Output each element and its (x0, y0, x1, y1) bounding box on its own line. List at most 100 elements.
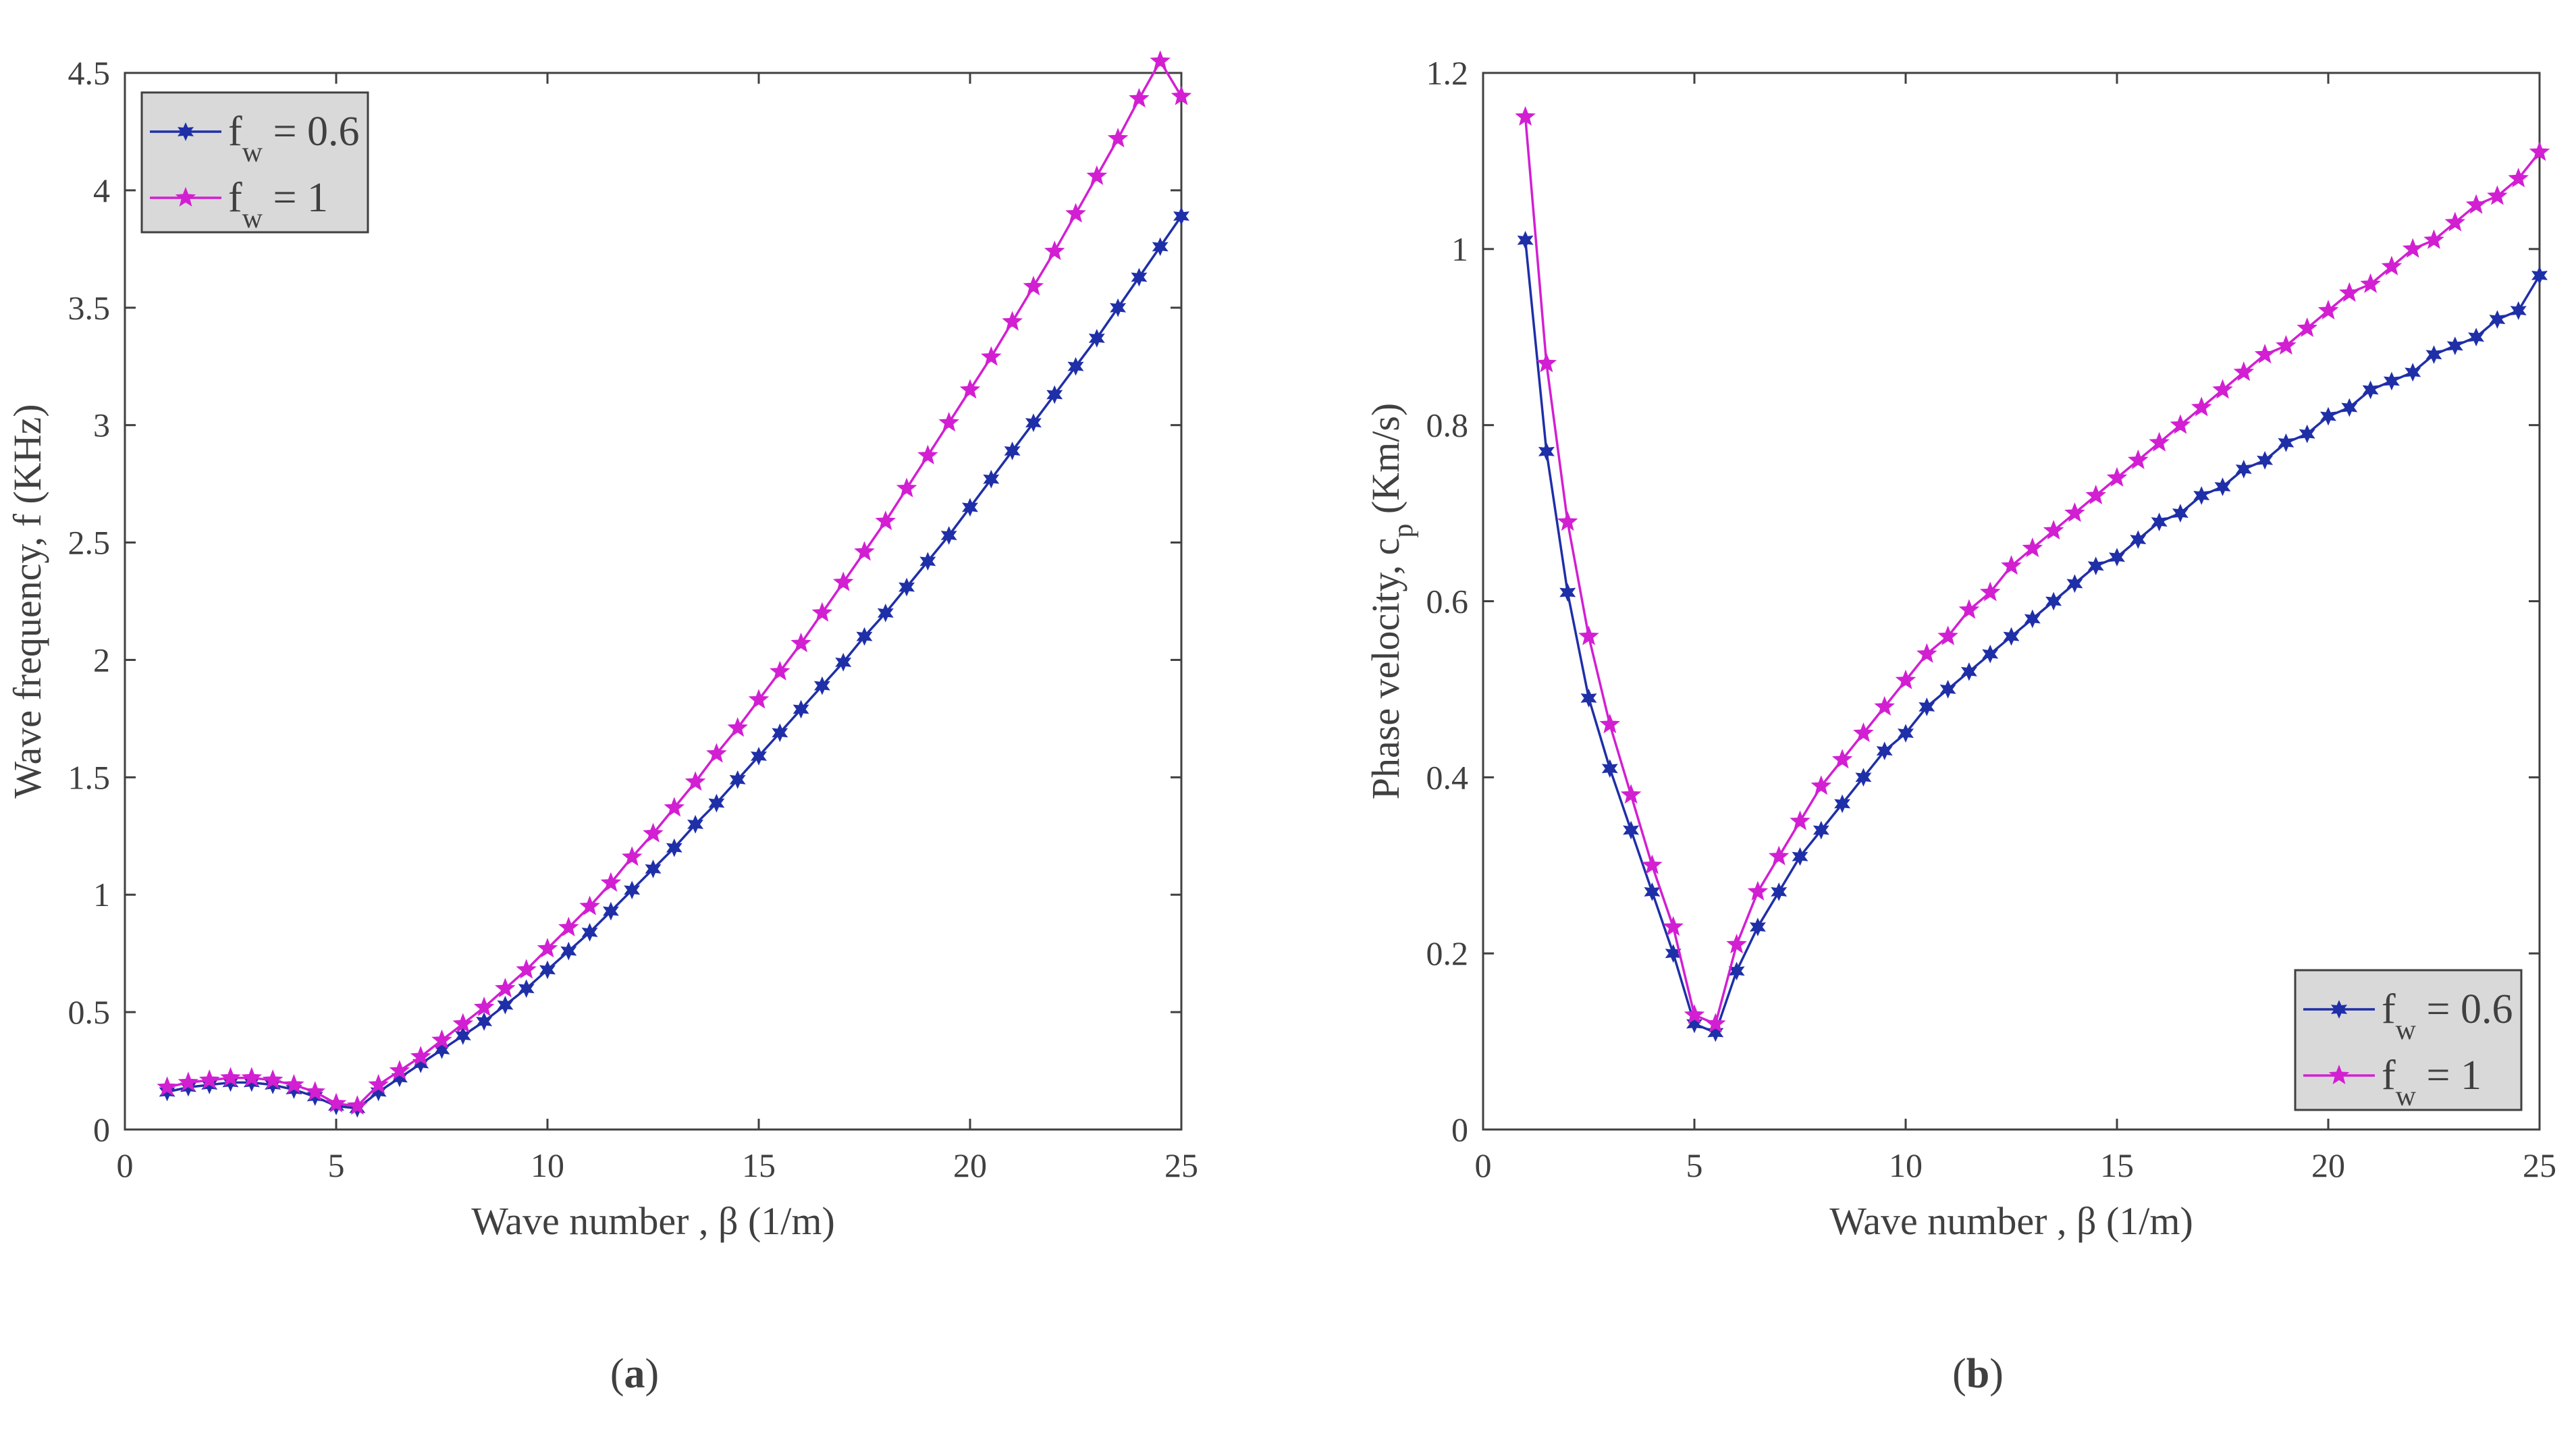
data-point (518, 979, 535, 999)
data-point (898, 577, 915, 597)
data-point (1601, 759, 1618, 778)
x-tick-label: 15 (2100, 1146, 2134, 1184)
data-point (1918, 697, 1935, 716)
data-point (241, 1067, 263, 1087)
data-point (961, 498, 979, 517)
data-point (1173, 207, 1190, 225)
data-point (1004, 442, 1021, 460)
data-point (497, 995, 514, 1015)
data-point (600, 872, 622, 892)
data-point (645, 859, 662, 878)
data-point (1046, 385, 1063, 404)
data-point (1559, 583, 1576, 602)
data-point (2489, 310, 2506, 329)
data-point (2465, 194, 2487, 214)
data-point (220, 1067, 241, 1087)
x-tick-label: 5 (1686, 1146, 1703, 1184)
data-point (2341, 398, 2358, 417)
data-point (2170, 414, 2191, 434)
data-point (1855, 768, 1872, 787)
data-point (835, 653, 852, 672)
data-point (2130, 530, 2147, 550)
data-point (1107, 128, 1129, 148)
data-point (1834, 794, 1851, 814)
data-point (854, 541, 875, 561)
data-point (896, 477, 917, 498)
data-point (2425, 345, 2442, 365)
data-point (1642, 854, 1663, 874)
data-point (811, 602, 833, 622)
data-point (1517, 230, 1534, 250)
data-point (687, 815, 704, 834)
data-point (1663, 915, 1684, 936)
data-point (286, 1080, 302, 1099)
data-point (2360, 273, 2381, 293)
data-point (770, 660, 790, 681)
legend-marker (177, 122, 194, 141)
data-point (1771, 882, 1788, 901)
data-point (1939, 680, 1956, 699)
data-point (347, 1095, 368, 1115)
data-point (772, 723, 788, 743)
data-point (157, 1076, 178, 1096)
data-point (938, 412, 959, 432)
data-point (2362, 380, 2379, 400)
data-point (727, 717, 748, 737)
chart-panel-a: 0 5 10 15 20 25 0 0.5 1 1.5 2 2.5 3 3.5 4 4.5 Wave numbe… (5, 50, 1198, 1397)
data-point (1578, 625, 1599, 645)
data-point (2193, 486, 2210, 505)
data-point (1790, 810, 1810, 830)
data-point (1088, 329, 1105, 348)
y-tick-label: 1 (1451, 230, 1468, 268)
data-point (2001, 555, 2022, 575)
data-point (685, 771, 706, 791)
data-point (2149, 431, 2170, 452)
legend-marker (2330, 1000, 2348, 1019)
data-point (2319, 406, 2337, 426)
data-point (1129, 88, 1150, 108)
data-point (2045, 591, 2062, 611)
y-tick-label: 1.5 (68, 758, 111, 796)
data-point (1599, 714, 1621, 734)
data-point (877, 604, 894, 622)
data-point (1150, 50, 1171, 70)
data-point (621, 846, 643, 866)
data-point (370, 1082, 387, 1102)
data-point (1792, 847, 1808, 866)
data-point (2339, 282, 2360, 302)
data-point (2257, 450, 2274, 470)
data-point (790, 633, 811, 653)
legend-entry-label: fw = 1 (228, 175, 328, 234)
data-point (1067, 356, 1084, 376)
data-point (2108, 548, 2126, 567)
data-point (1536, 352, 1557, 373)
data-point (959, 379, 981, 399)
data-point (1895, 669, 1916, 689)
data-point (410, 1046, 431, 1066)
y-tick-label: 0.8 (1426, 406, 1469, 444)
data-point (1065, 203, 1086, 223)
data-point (1620, 784, 1642, 804)
data-point (2402, 238, 2423, 258)
y-tick-label: 0.4 (1426, 758, 1469, 796)
data-point (1897, 724, 1914, 743)
y-tick-label: 3 (93, 406, 110, 444)
data-point (1515, 106, 1536, 126)
data-point (304, 1081, 325, 1101)
data-point (2529, 141, 2550, 161)
legend-box (2294, 969, 2523, 1111)
data-point (1110, 298, 1127, 317)
data-point (2381, 255, 2403, 275)
data-point (748, 689, 770, 709)
data-point (1768, 845, 1790, 866)
data-point (1916, 643, 1937, 663)
data-point (581, 923, 598, 942)
data-point (2106, 467, 2128, 487)
data-point (1623, 820, 1640, 840)
y-tick-label: 0 (93, 1111, 110, 1148)
data-point (1813, 820, 1829, 840)
data-point (1982, 644, 1999, 664)
data-point (306, 1087, 323, 1107)
legend-marker (2328, 1064, 2350, 1084)
data-point (856, 627, 873, 646)
